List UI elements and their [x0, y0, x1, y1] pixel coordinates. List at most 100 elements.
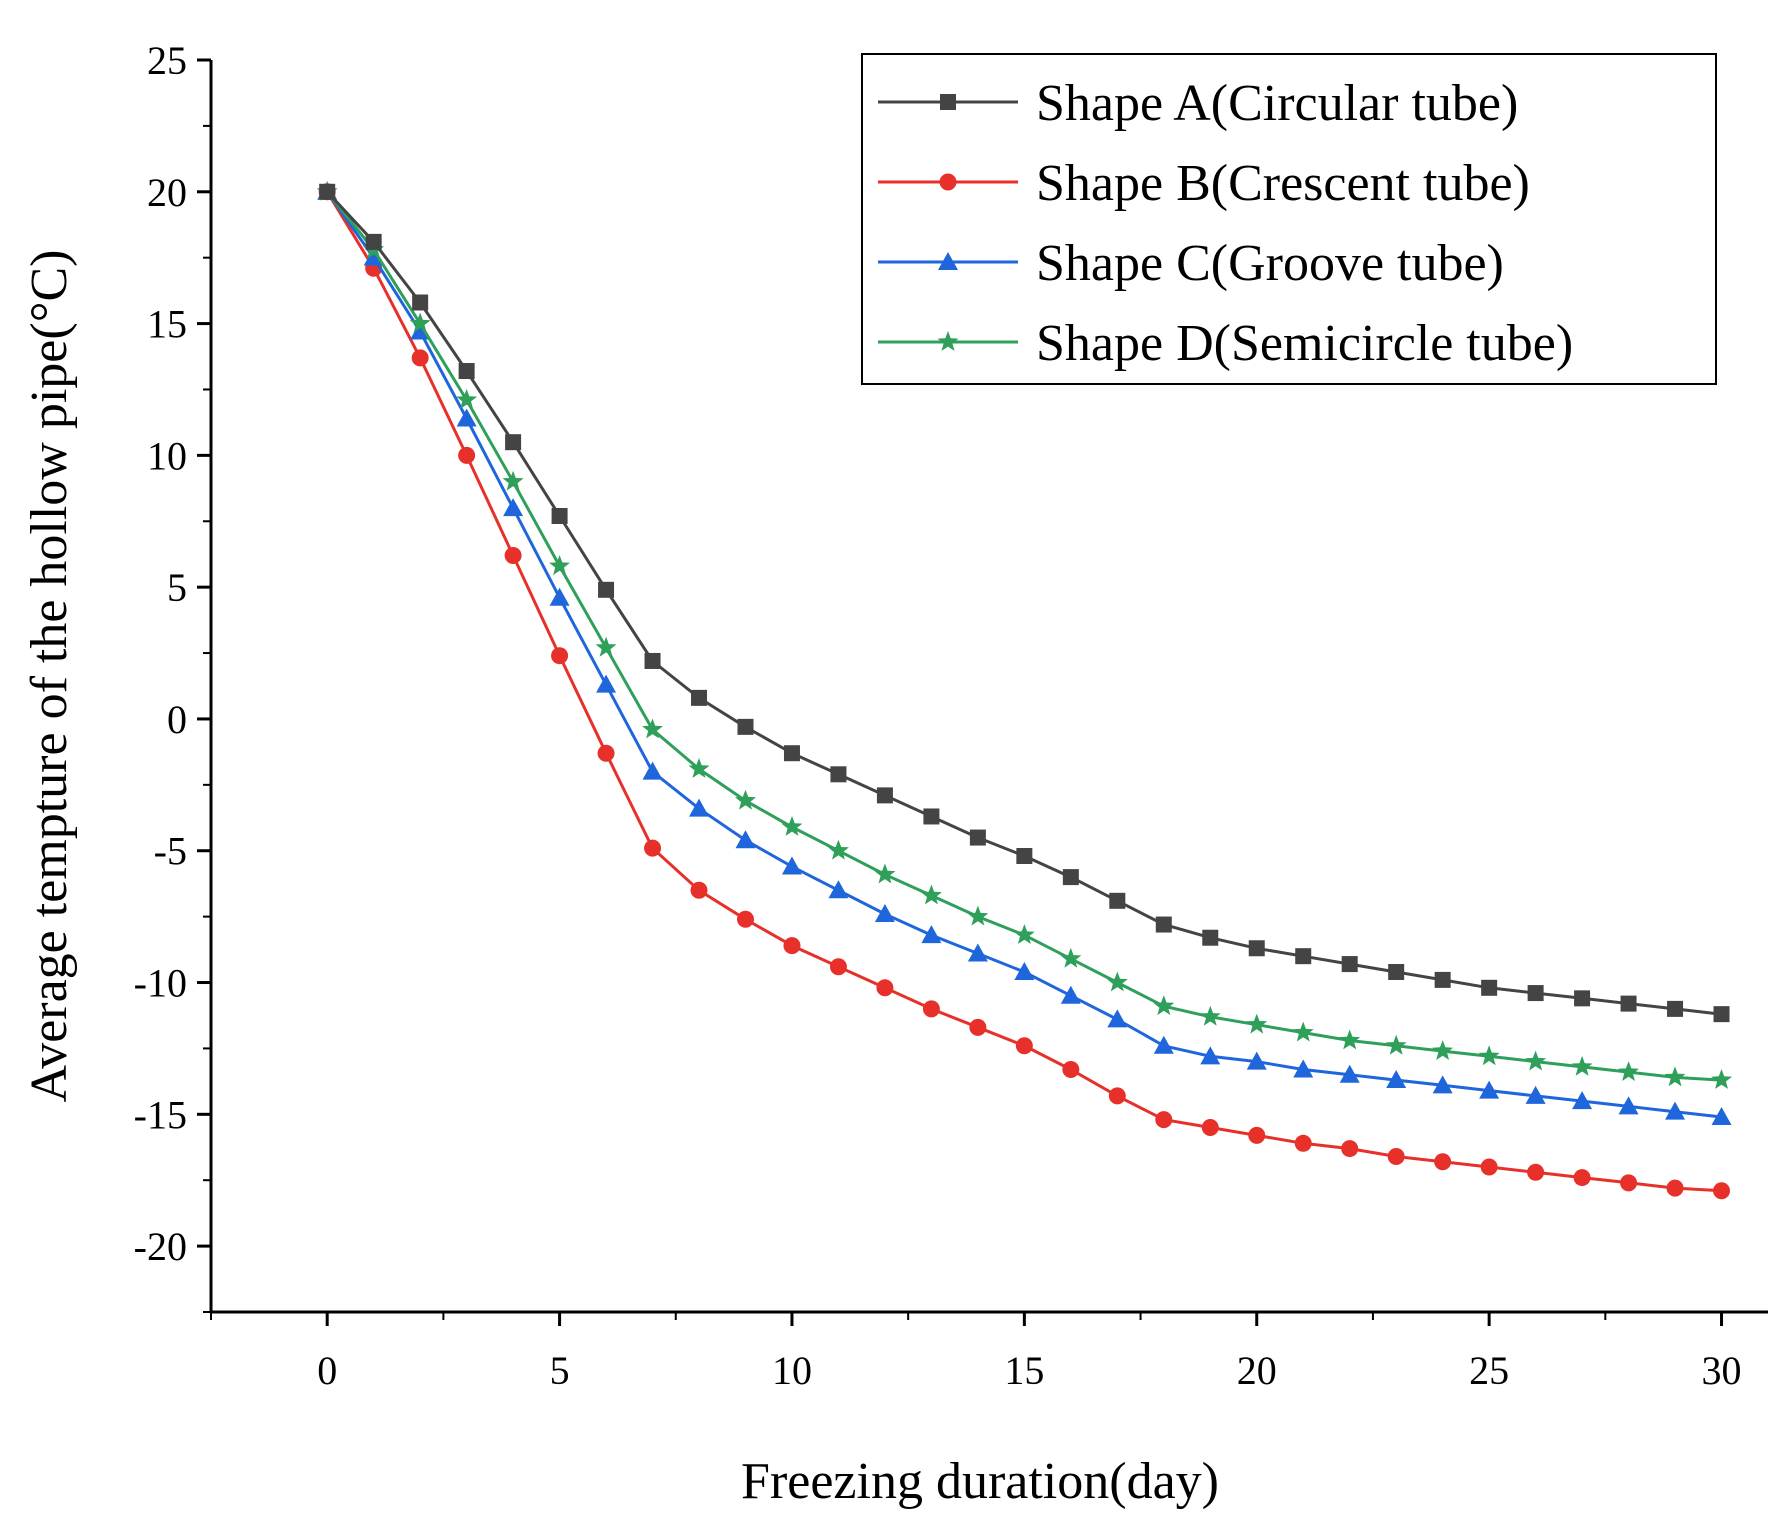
- x-tick-label: 0: [317, 1348, 337, 1393]
- marker-circle: [1387, 1147, 1405, 1165]
- marker-star: [920, 884, 942, 905]
- marker-square: [319, 183, 336, 200]
- marker-triangle: [1432, 1075, 1453, 1094]
- marker-star: [1106, 971, 1128, 992]
- marker-triangle: [689, 798, 710, 817]
- marker-star: [502, 470, 524, 491]
- marker-square: [1202, 929, 1219, 946]
- marker-circle: [1108, 1087, 1126, 1105]
- marker-triangle: [874, 903, 895, 922]
- marker-star: [1664, 1066, 1686, 1087]
- marker-star: [1292, 1021, 1314, 1042]
- marker-circle: [783, 937, 801, 955]
- legend-label: Shape D(Semicircle tube): [1036, 315, 1573, 372]
- marker-star: [1711, 1069, 1732, 1089]
- marker-star: [1385, 1034, 1407, 1055]
- marker-star: [828, 839, 849, 860]
- marker-circle: [876, 979, 894, 997]
- marker-star: [595, 636, 617, 657]
- y-tick-label: -20: [134, 1224, 187, 1269]
- marker-triangle: [1293, 1059, 1314, 1078]
- legend-entry: Shape D(Semicircle tube): [878, 315, 1573, 372]
- series-4: [316, 180, 1732, 1089]
- marker-square: [876, 787, 893, 804]
- marker-triangle: [1014, 961, 1035, 980]
- marker-circle: [939, 173, 957, 191]
- marker-star: [1060, 947, 1082, 968]
- marker-circle: [504, 547, 522, 565]
- marker-circle: [1666, 1179, 1684, 1197]
- marker-square: [1574, 990, 1591, 1007]
- marker-square: [1527, 985, 1544, 1002]
- marker-triangle: [735, 830, 756, 849]
- x-tick-label: 15: [1004, 1348, 1044, 1393]
- marker-star: [735, 789, 756, 810]
- y-tick-label: -15: [134, 1092, 187, 1137]
- marker-square: [923, 808, 940, 825]
- marker-square: [412, 294, 429, 311]
- marker-circle: [1573, 1169, 1591, 1187]
- marker-star: [688, 758, 710, 778]
- marker-star: [1432, 1040, 1454, 1060]
- marker-triangle: [503, 498, 524, 517]
- marker-square: [969, 829, 986, 846]
- marker-square: [783, 745, 800, 762]
- marker-star: [409, 312, 431, 333]
- marker-circle: [458, 446, 476, 464]
- marker-square: [1388, 963, 1405, 980]
- marker-circle: [1248, 1126, 1266, 1144]
- marker-square: [365, 233, 382, 250]
- marker-triangle: [1107, 1009, 1128, 1028]
- marker-star: [549, 555, 570, 575]
- marker-star: [1246, 1013, 1268, 1034]
- marker-square: [551, 507, 568, 524]
- y-tick-label: 0: [167, 697, 187, 742]
- marker-star: [1525, 1050, 1547, 1071]
- axes: -20 -15 -10 -5 0 5 10 15 20 25 0 5 10 15 20 25 30: [134, 38, 1768, 1393]
- legend-label: Shape C(Groove tube): [1036, 235, 1504, 292]
- marker-triangle: [1711, 1106, 1732, 1125]
- x-tick-label: 25: [1469, 1348, 1509, 1393]
- x-tick-label: 20: [1237, 1348, 1277, 1393]
- legend-box: [861, 53, 1717, 385]
- legend-entry: Shape C(Groove tube): [878, 235, 1504, 292]
- legend-entry: Shape B(Crescent tube): [878, 155, 1530, 212]
- marker-square: [830, 766, 847, 783]
- marker-square: [1713, 1006, 1730, 1023]
- marker-triangle: [938, 252, 958, 270]
- marker-star: [781, 816, 803, 836]
- legend: Shape A(Circular tube) Shape B(Crescent t…: [861, 53, 1717, 385]
- marker-star: [874, 863, 896, 884]
- marker-circle: [1062, 1061, 1080, 1079]
- marker-triangle: [1200, 1046, 1221, 1065]
- marker-triangle: [456, 408, 477, 427]
- legend-label: Shape B(Crescent tube): [1036, 155, 1530, 212]
- marker-square: [1341, 956, 1358, 973]
- series-1: [319, 183, 1730, 1023]
- y-tick-label: 20: [147, 170, 187, 215]
- marker-triangle: [1665, 1101, 1686, 1120]
- legend-entry: Shape A(Circular tube): [878, 75, 1518, 132]
- marker-square: [940, 94, 956, 110]
- y-tick-label: -10: [134, 961, 187, 1006]
- marker-square: [1016, 848, 1033, 865]
- marker-circle: [1201, 1118, 1219, 1136]
- marker-square: [1109, 892, 1126, 909]
- marker-circle: [690, 881, 708, 899]
- marker-triangle: [596, 674, 617, 693]
- marker-triangle: [1386, 1070, 1407, 1089]
- marker-triangle: [410, 321, 431, 340]
- marker-triangle: [363, 247, 384, 266]
- marker-triangle: [1525, 1085, 1546, 1104]
- marker-circle: [969, 1018, 987, 1036]
- x-tick-label: 30: [1702, 1348, 1742, 1393]
- marker-square: [1062, 869, 1079, 886]
- marker-star: [1339, 1029, 1361, 1050]
- marker-star: [1199, 1005, 1221, 1026]
- marker-square: [1434, 971, 1451, 988]
- marker-triangle: [1339, 1064, 1360, 1083]
- marker-triangle: [1060, 985, 1081, 1004]
- marker-triangle: [1572, 1091, 1593, 1110]
- marker-circle: [1620, 1174, 1638, 1192]
- marker-triangle: [1153, 1035, 1174, 1054]
